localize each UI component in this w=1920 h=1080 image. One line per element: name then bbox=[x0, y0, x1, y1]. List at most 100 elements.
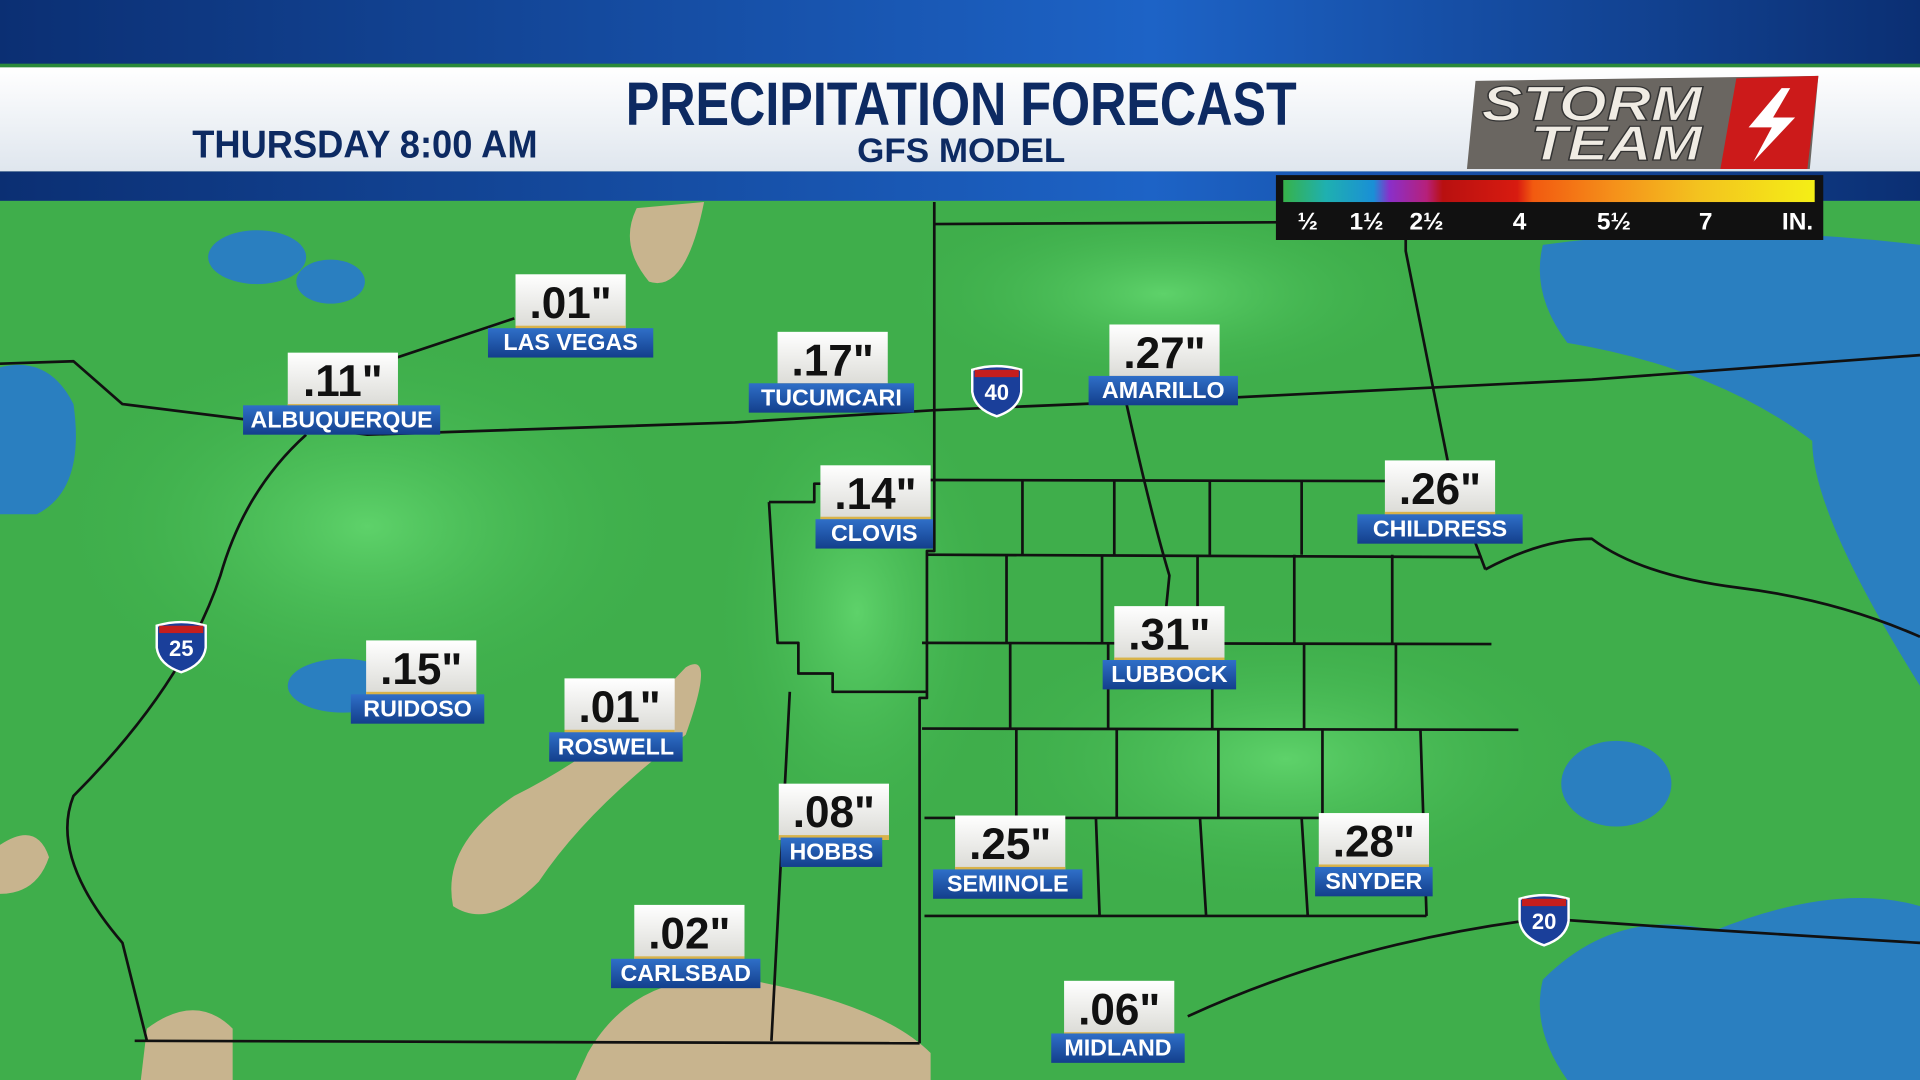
city-label-box bbox=[1357, 514, 1523, 544]
amount-box bbox=[564, 678, 675, 735]
shield-shape bbox=[1518, 893, 1570, 947]
amount-box bbox=[1384, 460, 1496, 517]
legend-label: IN. bbox=[1782, 208, 1813, 235]
city: .15"RUIDOSO bbox=[350, 640, 485, 724]
amount-box bbox=[1318, 813, 1429, 870]
amount-box bbox=[777, 331, 888, 389]
city-label-box bbox=[933, 869, 1083, 899]
amount: .14" bbox=[834, 470, 916, 519]
city: .17"TUCUMCARI bbox=[748, 331, 915, 413]
amount-box bbox=[366, 640, 477, 697]
precip-legend: ½ 1½ 2½ 4 5½ 7 IN. bbox=[1275, 175, 1824, 240]
city-name: CLOVIS bbox=[831, 520, 918, 546]
time-label: THURSDAY 8:00 AM bbox=[192, 123, 537, 166]
city: .06"MIDLAND bbox=[1051, 980, 1185, 1063]
amount-box bbox=[1114, 606, 1225, 663]
legend-label: ½ bbox=[1298, 208, 1318, 235]
amount: .08" bbox=[793, 788, 875, 837]
legend-label: 2½ bbox=[1410, 208, 1444, 235]
logo-storm: STORM bbox=[1482, 78, 1704, 132]
legend-label: 5½ bbox=[1597, 208, 1631, 235]
amount-box bbox=[778, 783, 889, 840]
title: PRECIPITATION FORECAST bbox=[626, 70, 1297, 138]
city-label-box bbox=[243, 405, 441, 435]
city-label-box bbox=[350, 694, 485, 724]
city-label-box bbox=[1051, 1033, 1185, 1063]
top-band bbox=[0, 0, 1920, 64]
city: .25"SEMINOLE bbox=[933, 815, 1083, 899]
shield-top bbox=[1522, 898, 1567, 907]
amount: .02" bbox=[648, 909, 730, 958]
city: .11"ALBUQUERQUE bbox=[243, 352, 441, 435]
amount: .25" bbox=[969, 820, 1051, 869]
city-name: LAS VEGAS bbox=[503, 329, 637, 355]
legend-label: 7 bbox=[1699, 208, 1713, 235]
amount: .28" bbox=[1333, 818, 1415, 867]
city-label-box bbox=[748, 383, 915, 413]
interstate-shield: 25 bbox=[155, 620, 207, 674]
highway-shields: 40 25 20 bbox=[155, 364, 1570, 947]
logo: STORM TEAM bbox=[1466, 75, 1819, 171]
city-name: MIDLAND bbox=[1064, 1035, 1171, 1061]
amount: .11" bbox=[303, 357, 383, 406]
interstate-shield: 20 bbox=[1518, 893, 1570, 947]
precip-shading bbox=[0, 195, 1920, 1080]
shield-top bbox=[159, 625, 204, 634]
city: .27"AMARILLO bbox=[1088, 324, 1238, 406]
city-label-box bbox=[1088, 375, 1238, 406]
shield-shape bbox=[971, 364, 1023, 418]
city-labels: .01"LAS VEGAS.11"ALBUQUERQUE.17"TUCUMCAR… bbox=[243, 274, 1523, 1063]
city: .01"LAS VEGAS bbox=[487, 274, 654, 358]
amount-box bbox=[287, 352, 398, 409]
shield-number: 40 bbox=[984, 380, 1009, 405]
subtitle: GFS MODEL bbox=[857, 132, 1065, 170]
shield-top bbox=[974, 369, 1019, 378]
amount-box bbox=[820, 465, 931, 522]
city-label-box bbox=[549, 732, 683, 762]
city-label-box bbox=[1315, 866, 1433, 897]
city: .14"CLOVIS bbox=[815, 465, 934, 549]
city-label-box bbox=[487, 328, 654, 358]
city-name: HOBBS bbox=[789, 839, 873, 865]
city-name: RUIDOSO bbox=[363, 695, 472, 721]
logo-team: TEAM bbox=[1531, 117, 1704, 171]
city: .02"CARLSBAD bbox=[611, 904, 761, 989]
city-name: SNYDER bbox=[1325, 868, 1422, 894]
city-name: ALBUQUERQUE bbox=[251, 406, 433, 432]
city-name: ROSWELL bbox=[558, 733, 674, 759]
amount-box bbox=[1109, 324, 1220, 381]
city: .28"SNYDER bbox=[1315, 813, 1433, 897]
city-name: SEMINOLE bbox=[947, 870, 1068, 896]
legend-scale bbox=[1283, 180, 1815, 203]
city: .31"LUBBOCK bbox=[1102, 606, 1237, 690]
amount: .06" bbox=[1078, 985, 1160, 1034]
city-label-box bbox=[815, 519, 934, 549]
interstate-shield: 40 bbox=[971, 364, 1023, 418]
city: .26"CHILDRESS bbox=[1357, 460, 1523, 544]
amount: .26" bbox=[1399, 465, 1481, 514]
city: .01"ROSWELL bbox=[549, 678, 683, 762]
city: .08"HOBBS bbox=[778, 783, 889, 867]
amount-box bbox=[1064, 980, 1175, 1038]
city-name: AMARILLO bbox=[1102, 377, 1225, 403]
legend-label: 1½ bbox=[1350, 208, 1384, 235]
amount: .01" bbox=[578, 683, 660, 732]
shield-number: 20 bbox=[1532, 909, 1557, 934]
amount-box bbox=[634, 904, 745, 962]
city-name: LUBBOCK bbox=[1111, 661, 1227, 687]
shield-shape bbox=[155, 620, 207, 674]
city-name: CARLSBAD bbox=[620, 960, 750, 986]
amount: .01" bbox=[530, 279, 612, 328]
amount-box bbox=[955, 815, 1066, 872]
city-label-box bbox=[611, 958, 761, 989]
legend-label: 4 bbox=[1513, 208, 1527, 235]
city-name: CHILDRESS bbox=[1373, 515, 1507, 541]
amount: .31" bbox=[1128, 611, 1210, 660]
amount-box bbox=[515, 274, 626, 331]
shield-number: 25 bbox=[169, 636, 194, 661]
city-label-box bbox=[780, 837, 883, 867]
city-name: TUCUMCARI bbox=[761, 384, 902, 410]
amount: .15" bbox=[380, 645, 462, 694]
